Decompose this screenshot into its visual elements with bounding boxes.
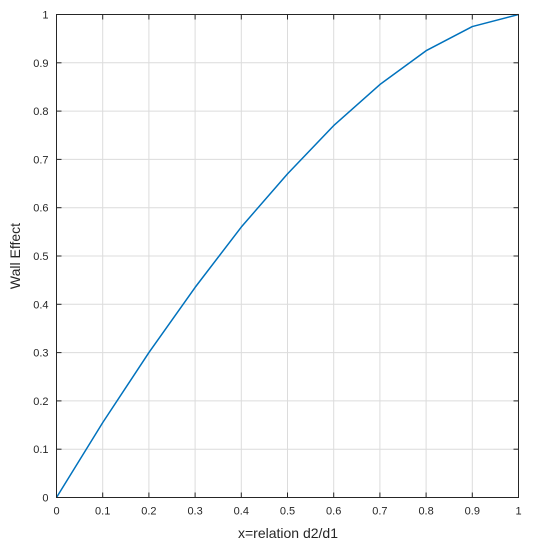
x-tick-label: 0.6 [326,506,341,518]
y-tick-label: 0.1 [33,444,48,456]
x-axis-label: x=relation d2/d1 [238,525,338,541]
x-tick-label: 0.7 [372,506,387,518]
y-tick-label: 0.9 [33,58,48,70]
x-tick-label: 0.3 [187,506,202,518]
x-tick-label: 0.2 [141,506,156,518]
grid [56,14,519,498]
series-line [55,13,519,498]
y-axis-tick-labels: 0 0.1 0.2 0.3 0.4 0.5 0.6 0.7 0.8 0.9 1 [33,10,48,505]
x-tick-label: 0.5 [280,506,295,518]
y-tick-label: 0.6 [33,203,48,215]
x-tick-label: 0 [53,506,59,518]
series-layer [55,13,519,498]
x-tick-label: 1 [515,506,521,518]
y-tick-label: 1 [42,10,48,22]
x-tick-label: 0.9 [465,506,480,518]
x-tick-label: 0.8 [418,506,433,518]
y-tick-label: 0.7 [33,154,48,166]
y-tick-label: 0 [42,493,48,505]
x-tick-label: 0.4 [234,506,249,518]
x-tick-label: 0.1 [95,506,110,518]
y-tick-label: 0.8 [33,106,48,118]
y-tick-label: 0.5 [33,251,48,263]
y-axis-label: Wall Effect [7,223,23,289]
y-tick-label: 0.3 [33,348,48,360]
x-axis-tick-labels: 0 0.1 0.2 0.3 0.4 0.5 0.6 0.7 0.8 0.9 1 [53,506,521,518]
plot-border [56,14,519,498]
y-tick-label: 0.2 [33,396,48,408]
y-tick-label: 0.4 [33,299,48,311]
